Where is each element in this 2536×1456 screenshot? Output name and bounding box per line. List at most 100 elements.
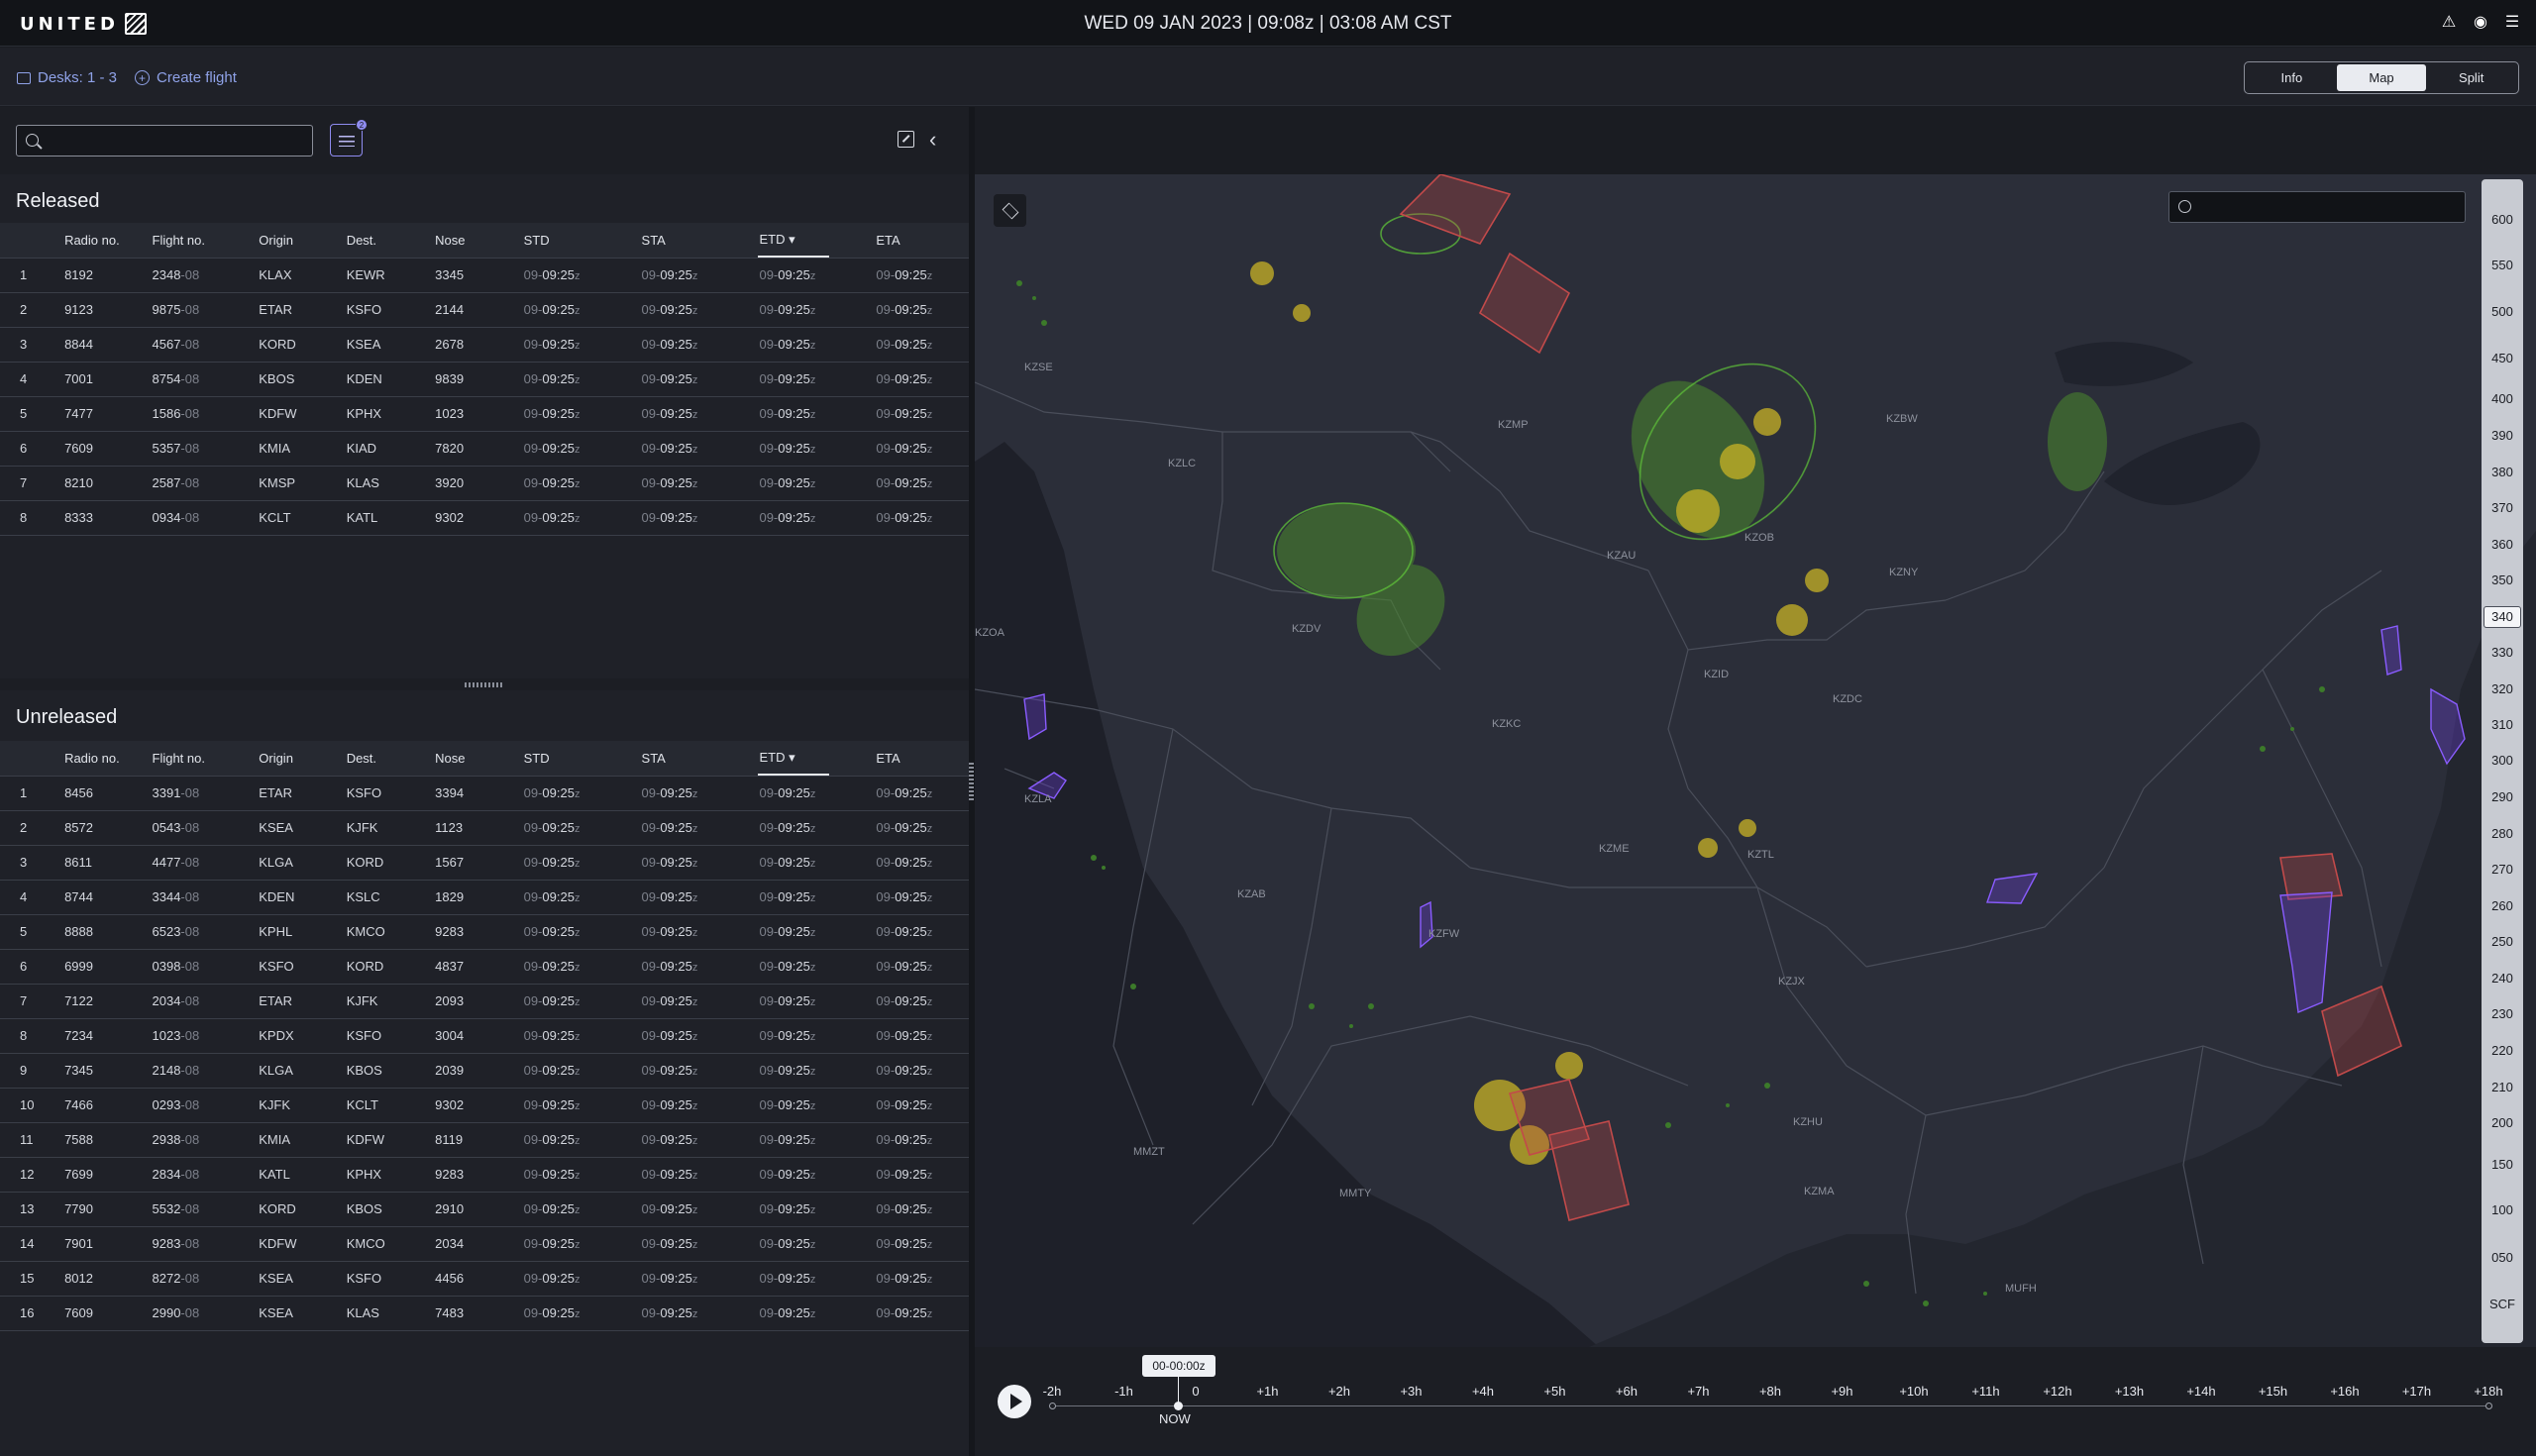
map-search-input[interactable] (2168, 191, 2466, 223)
table-cell: KBOS (346, 1053, 436, 1089)
column-header[interactable]: Flight no. (152, 223, 260, 259)
altitude-level[interactable]: 500 (2491, 304, 2513, 319)
altitude-level[interactable]: 380 (2491, 465, 2513, 479)
column-header[interactable]: Radio no. (64, 223, 153, 259)
vertical-resize-handle[interactable] (969, 763, 974, 802)
timeline-handle[interactable] (1174, 1402, 1183, 1410)
flight-row[interactable]: 16 7609 2990-08 KSEA KLAS 7483 09-09:25z 09-09:… (0, 1296, 969, 1331)
column-header[interactable]: ETD ▾ (758, 223, 877, 259)
altitude-level[interactable]: 600 (2491, 212, 2513, 227)
flight-row[interactable]: 15 8012 8272-08 KSEA KSFO 4456 09-09:25z 09-09:… (0, 1261, 969, 1297)
altitude-level[interactable]: 550 (2491, 258, 2513, 272)
resize-handle[interactable] (465, 682, 504, 687)
altitude-level[interactable]: 450 (2491, 351, 2513, 365)
column-header[interactable]: Radio no. (64, 741, 153, 777)
flight-row[interactable]: 10 7466 0293-08 KJFK KCLT 9302 09-09:25z 09-09:… (0, 1088, 969, 1123)
table-cell: KATL (346, 500, 436, 536)
altitude-level[interactable]: 350 (2491, 572, 2513, 587)
flight-row[interactable]: 1 8456 3391-08 ETAR KSFO 3394 09-09:25z 09-09:2… (0, 776, 969, 811)
flight-row[interactable]: 5 7477 1586-08 KDFW KPHX 1023 09-09:25z 09-09:2… (0, 396, 969, 432)
flight-row[interactable]: 13 7790 5532-08 KORD KBOS 2910 09-09:25z 09-09:… (0, 1192, 969, 1227)
flight-row[interactable]: 14 7901 9283-08 KDFW KMCO 2034 09-09:25z 09-09:… (0, 1226, 969, 1262)
column-header[interactable]: ETA (876, 741, 969, 777)
table-cell: 7699 (64, 1157, 153, 1193)
altitude-level[interactable]: 280 (2491, 826, 2513, 841)
column-header[interactable]: STD (523, 223, 642, 259)
flight-search-input[interactable] (16, 125, 313, 156)
column-header[interactable]: Dest. (346, 223, 436, 259)
flight-row[interactable]: 2 9123 9875-08 ETAR KSFO 2144 09-09:25z 09-09:2… (0, 292, 969, 328)
pop-out-icon[interactable] (898, 131, 914, 148)
table-cell: KSFO (346, 1018, 436, 1054)
altitude-level[interactable]: 330 (2491, 645, 2513, 660)
flight-row[interactable]: 8 8333 0934-08 KCLT KATL 9302 09-09:25z 09-09:2… (0, 500, 969, 536)
altitude-level[interactable]: 370 (2491, 500, 2513, 515)
view-split-button[interactable]: Split (2459, 70, 2484, 85)
altitude-level[interactable]: 250 (2491, 934, 2513, 949)
view-info-button[interactable]: Info (2280, 70, 2303, 85)
flight-row[interactable]: 5 8888 6523-08 KPHL KMCO 9283 09-09:25z 09-09:2… (0, 914, 969, 950)
altitude-level[interactable]: 270 (2491, 862, 2513, 877)
column-header[interactable]: Origin (259, 223, 347, 259)
column-header[interactable]: ETA (876, 223, 969, 259)
column-header[interactable]: STA (641, 741, 760, 777)
menu-icon[interactable]: ☰ (2504, 14, 2520, 31)
user-icon[interactable]: ◉ (2474, 14, 2487, 31)
view-map-button[interactable]: Map (2336, 64, 2427, 91)
table-cell: 09-09:25z (641, 396, 760, 432)
flight-row[interactable]: 6 6999 0398-08 KSFO KORD 4837 09-09:25z 09-09:2… (0, 949, 969, 985)
table-cell: 09-09:25z (523, 292, 642, 328)
altitude-level[interactable]: 230 (2491, 1006, 2513, 1021)
altitude-level[interactable]: 260 (2491, 898, 2513, 913)
layers-button[interactable] (994, 194, 1026, 227)
flight-row[interactable]: 1 8192 2348-08 KLAX KEWR 3345 09-09:25z 09-09:2… (0, 258, 969, 293)
column-header[interactable]: ETD ▾ (758, 741, 877, 777)
column-header[interactable]: Origin (259, 741, 347, 777)
flight-row[interactable]: 7 8210 2587-08 KMSP KLAS 3920 09-09:25z 09-09:2… (0, 466, 969, 501)
flight-row[interactable]: 9 7345 2148-08 KLGA KBOS 2039 09-09:25z 09-09:2… (0, 1053, 969, 1089)
column-header[interactable]: Dest. (346, 741, 436, 777)
flight-row[interactable]: 8 7234 1023-08 KPDX KSFO 3004 09-09:25z 09-09:2… (0, 1018, 969, 1054)
altitude-level[interactable]: 400 (2491, 391, 2513, 406)
flight-row[interactable]: 6 7609 5357-08 KMIA KIAD 7820 09-09:25z 09-09:2… (0, 431, 969, 467)
column-header[interactable]: STD (523, 741, 642, 777)
altitude-level[interactable]: 340 (2483, 606, 2521, 628)
flight-row[interactable]: 7 7122 2034-08 ETAR KJFK 2093 09-09:25z 09-09:2… (0, 984, 969, 1019)
altitude-level[interactable]: 390 (2491, 428, 2513, 443)
altitude-level[interactable]: 150 (2491, 1157, 2513, 1172)
filter-button[interactable]: 2 (330, 119, 368, 156)
altitude-level[interactable]: 300 (2491, 753, 2513, 768)
altitude-level[interactable]: 320 (2491, 681, 2513, 696)
column-header[interactable]: STA (641, 223, 760, 259)
flight-row[interactable]: 4 7001 8754-08 KBOS KDEN 9839 09-09:25z 09-09:2… (0, 362, 969, 397)
column-header[interactable]: Flight no. (152, 741, 260, 777)
altitude-level[interactable]: 210 (2491, 1080, 2513, 1094)
altitude-level[interactable]: 200 (2491, 1115, 2513, 1130)
flight-row[interactable]: 3 8611 4477-08 KLGA KORD 1567 09-09:25z 09-09:2… (0, 845, 969, 881)
create-flight-button[interactable]: + Create flight (135, 69, 237, 86)
flight-row[interactable]: 12 7699 2834-08 KATL KPHX 9283 09-09:25z 09-09:… (0, 1157, 969, 1193)
altitude-level[interactable]: 100 (2491, 1202, 2513, 1217)
sub-bar (0, 48, 2536, 106)
altitude-level[interactable]: 290 (2491, 789, 2513, 804)
united-logo[interactable]: UNITED (20, 13, 147, 35)
flight-row[interactable]: 11 7588 2938-08 KMIA KDFW 8119 09-09:25z 09-09:… (0, 1122, 969, 1158)
flight-row[interactable]: 2 8572 0543-08 KSEA KJFK 1123 09-09:25z 09-09:2… (0, 810, 969, 846)
altitude-level[interactable]: 360 (2491, 537, 2513, 552)
flight-row[interactable]: 4 8744 3344-08 KDEN KSLC 1829 09-09:25z 09-09:2… (0, 880, 969, 915)
play-button[interactable] (998, 1385, 1031, 1418)
altitude-level[interactable]: 240 (2491, 971, 2513, 986)
altitude-level[interactable]: SCF (2489, 1297, 2515, 1311)
column-header[interactable]: Nose (435, 741, 524, 777)
timeline-track[interactable] (1052, 1405, 2490, 1406)
chevron-left-icon[interactable]: ‹ (929, 127, 937, 152)
altitude-level[interactable]: 220 (2491, 1043, 2513, 1058)
flight-row[interactable]: 3 8844 4567-08 KORD KSEA 2678 09-09:25z 09-09:2… (0, 327, 969, 363)
altitude-slider[interactable] (2482, 179, 2523, 1343)
desks-link[interactable]: Desks: 1 - 3 (17, 69, 117, 86)
weather-map[interactable]: KZSE KZLC KZMP KZAU KZOB KZBW KZNY KZDV … (975, 174, 2536, 1347)
altitude-level[interactable]: 050 (2491, 1250, 2513, 1265)
column-header[interactable]: Nose (435, 223, 524, 259)
altitude-level[interactable]: 310 (2491, 717, 2513, 732)
bell-icon[interactable]: ⚠ (2441, 14, 2457, 31)
